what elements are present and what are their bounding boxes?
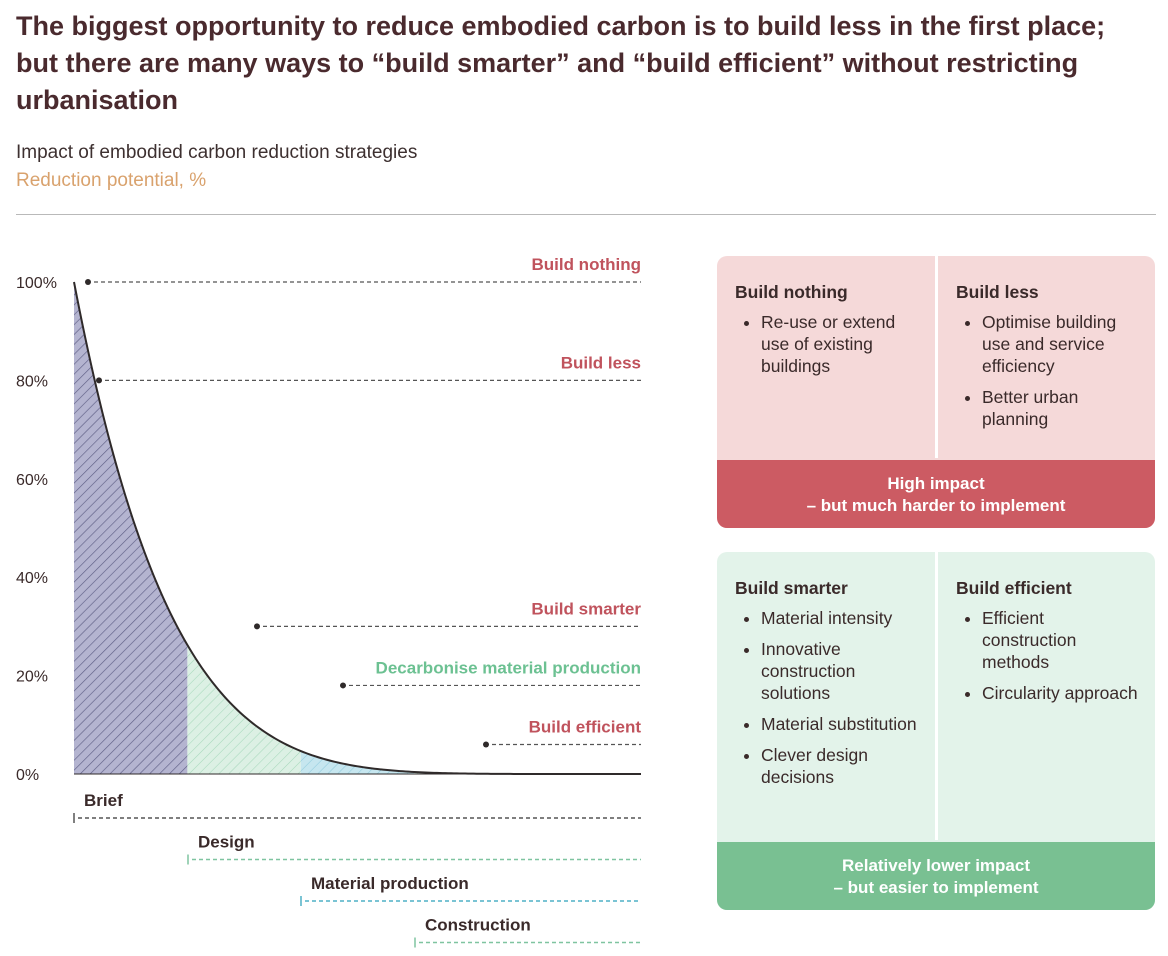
list-item: Better urban planning bbox=[982, 386, 1143, 430]
strategy-dot bbox=[483, 741, 489, 748]
strategy-label: Decarbonise material production bbox=[376, 658, 641, 677]
strategy-dot bbox=[340, 682, 346, 689]
build-less-list: Optimise building use and service effici… bbox=[956, 311, 1143, 430]
strategy-dot bbox=[96, 377, 102, 384]
build-smarter-column: Build smarter Material intensity Innovati… bbox=[717, 552, 935, 840]
chart-unit-label: Reduction potential, % bbox=[16, 170, 207, 191]
strategy-label: Build smarter bbox=[531, 599, 641, 618]
strategy-dot bbox=[85, 279, 91, 285]
y-tick-label: 40% bbox=[16, 570, 48, 587]
build-less-column: Build less Optimise building use and ser… bbox=[938, 256, 1155, 458]
area-hatch bbox=[187, 645, 301, 774]
reduction-curve-chart: 100% 80% 60% 40% 20% 0% Build nothing Build le… bbox=[16, 255, 642, 948]
area-hatch bbox=[74, 282, 188, 774]
build-smarter-heading: Build smarter bbox=[735, 578, 848, 598]
strategy-dot bbox=[254, 623, 260, 630]
phase-label: Design bbox=[198, 833, 255, 852]
banner-line: High impact bbox=[887, 474, 985, 493]
page-title: The biggest opportunity to reduce embodi… bbox=[16, 11, 1106, 115]
banner-line: – but much harder to implement bbox=[806, 496, 1066, 515]
strategy-label: Build nothing bbox=[531, 255, 641, 274]
list-item: Circularity approach bbox=[982, 682, 1143, 704]
phase-label: Construction bbox=[425, 916, 531, 935]
list-item: Clever design decisions bbox=[761, 744, 923, 788]
y-tick-label: 60% bbox=[16, 472, 48, 489]
list-item: Re-use or extend use of existing buildin… bbox=[761, 311, 923, 377]
column-divider bbox=[935, 552, 938, 840]
build-nothing-column: Build nothing Re-use or extend use of ex… bbox=[717, 256, 935, 458]
high-impact-banner: High impact – but much harder to impleme… bbox=[717, 460, 1155, 528]
y-tick-label: 80% bbox=[16, 373, 48, 390]
build-nothing-heading: Build nothing bbox=[735, 282, 848, 302]
banner-line: Relatively lower impact bbox=[841, 856, 1031, 875]
strategy-label: Build less bbox=[561, 353, 641, 372]
phase-label: Material production bbox=[311, 874, 469, 893]
list-item: Material intensity bbox=[761, 607, 923, 629]
list-item: Optimise building use and service effici… bbox=[982, 311, 1143, 377]
list-item: Material substitution bbox=[761, 713, 923, 735]
high-impact-panel: Build nothing Re-use or extend use of ex… bbox=[717, 256, 1155, 528]
build-efficient-list: Efficient construction methods Circularit… bbox=[956, 607, 1143, 704]
area-hatch bbox=[300, 751, 415, 774]
build-efficient-column: Build efficient Efficient construction m… bbox=[938, 552, 1155, 840]
y-tick-label: 100% bbox=[16, 275, 57, 292]
lower-impact-panel: Build smarter Material intensity Innovati… bbox=[717, 552, 1155, 910]
phase-label: Brief bbox=[84, 791, 123, 810]
build-efficient-heading: Build efficient bbox=[956, 578, 1072, 598]
build-smarter-list: Material intensity Innovative constructio… bbox=[735, 607, 923, 788]
y-tick-label: 0% bbox=[16, 767, 39, 784]
banner-line: – but easier to implement bbox=[833, 878, 1039, 897]
lower-impact-banner: Relatively lower impact – but easier to … bbox=[717, 842, 1155, 910]
build-less-heading: Build less bbox=[956, 282, 1039, 302]
list-item: Innovative construction solutions bbox=[761, 638, 923, 704]
list-item: Efficient construction methods bbox=[982, 607, 1143, 673]
strategy-label: Build efficient bbox=[529, 717, 642, 736]
column-divider bbox=[935, 256, 938, 458]
y-tick-label: 20% bbox=[16, 669, 48, 686]
header-divider bbox=[16, 214, 1156, 215]
build-nothing-list: Re-use or extend use of existing buildin… bbox=[735, 311, 923, 377]
chart-subtitle: Impact of embodied carbon reduction stra… bbox=[16, 142, 418, 163]
